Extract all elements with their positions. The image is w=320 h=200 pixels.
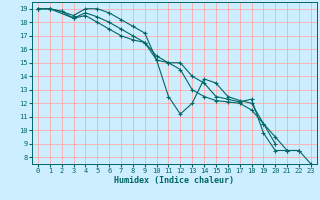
X-axis label: Humidex (Indice chaleur): Humidex (Indice chaleur) xyxy=(115,176,234,185)
